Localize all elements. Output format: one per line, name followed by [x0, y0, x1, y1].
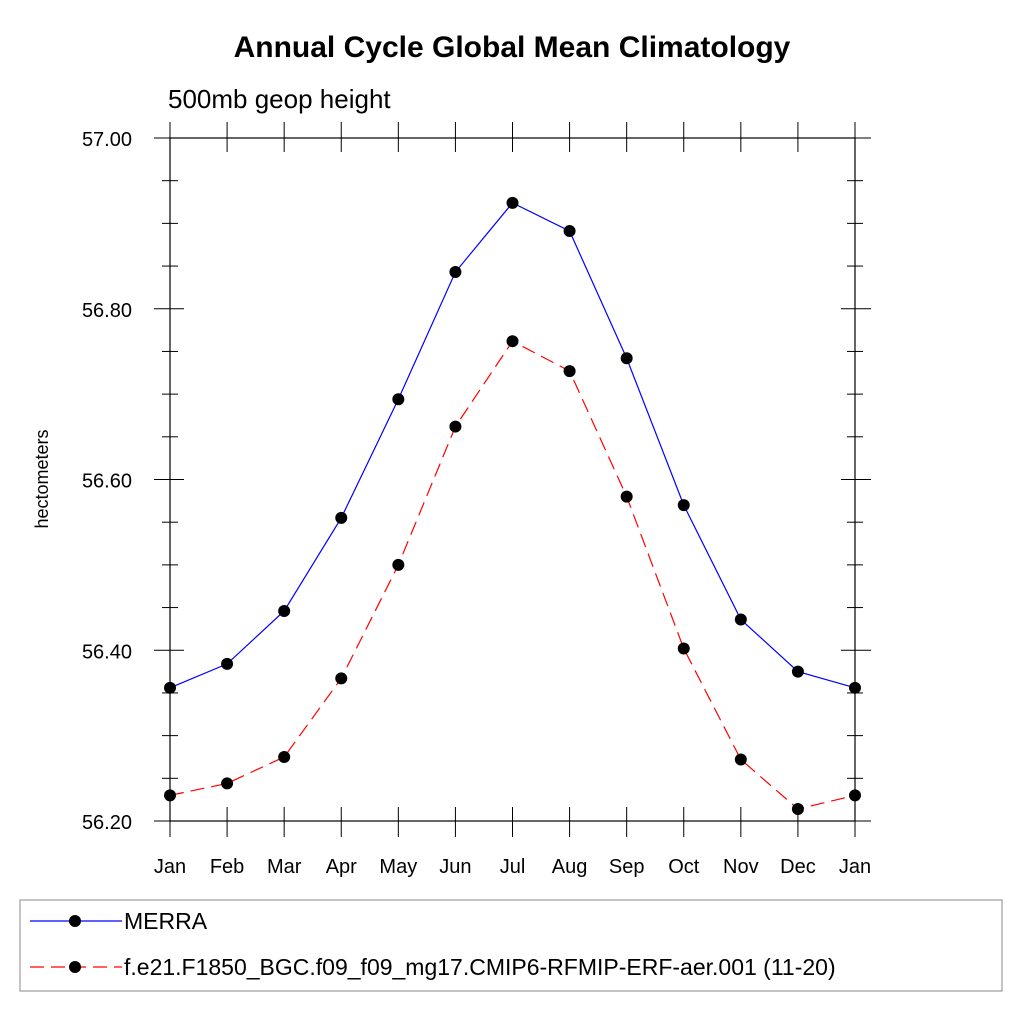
legend-entry-1: MERRA [124, 908, 208, 934]
series-1-point [734, 613, 747, 626]
series-1-point [221, 657, 234, 670]
y-tick-label: 56.20 [82, 812, 132, 834]
legend-marker-1 [69, 915, 81, 927]
x-tick-label: Apr [326, 856, 357, 878]
x-tick-label: Jan [839, 856, 871, 878]
chart-title: Annual Cycle Global Mean Climatology [234, 31, 791, 64]
x-tick-label: Jun [439, 856, 471, 878]
x-tick-label: Nov [723, 856, 759, 878]
legend-entry-2: f.e21.F1850_BGC.f09_f09_mg17.CMIP6-RFMIP… [124, 954, 836, 980]
legend-marker-2 [69, 961, 81, 973]
legend-box [19, 899, 1003, 992]
series-2-point [164, 789, 176, 802]
series-line-1 [169, 202, 856, 689]
series-2-point [791, 803, 804, 816]
x-tick-label: Aug [552, 856, 588, 878]
series-line-2 [169, 340, 856, 810]
y-tick-label: 56.80 [82, 300, 132, 322]
series-2-point [506, 335, 519, 348]
series-1-point [449, 266, 462, 279]
series-2-point [849, 789, 861, 802]
series-1-point [392, 393, 405, 406]
series-2-point [449, 420, 462, 433]
x-tick-label: Feb [210, 856, 244, 878]
series-2-point [734, 753, 747, 766]
series-1-point [506, 196, 519, 209]
x-tick-label: Jan [154, 856, 186, 878]
y-tick-label: 57.00 [82, 129, 132, 151]
series-1-point [335, 511, 348, 524]
x-tick-label: Sep [609, 856, 645, 878]
series-1-point [164, 681, 176, 694]
x-tick-label: Oct [668, 856, 700, 878]
plot-area-frame [169, 137, 856, 822]
series-1-point [563, 225, 576, 238]
y-tick-label: 56.60 [82, 471, 132, 493]
x-tick-label: Jul [500, 856, 526, 878]
x-tick-label: Mar [267, 856, 302, 878]
y-tick-label: 56.40 [82, 641, 132, 663]
series-2-point [677, 642, 690, 655]
x-tick-label: May [379, 856, 417, 878]
x-tick-label: Dec [780, 856, 816, 878]
series-1-point [278, 604, 291, 617]
series-2-point [392, 558, 405, 571]
series-2-point [221, 777, 234, 790]
series-2-point [563, 365, 576, 378]
series-1-point [677, 499, 690, 512]
series-2-point [620, 490, 633, 503]
series-1-point [620, 352, 633, 365]
series-1-point [849, 681, 861, 694]
series-1-point [791, 665, 804, 678]
series-2-point [278, 750, 291, 763]
chart-subtitle: 500mb geop height [168, 84, 391, 114]
series-2-point [335, 672, 348, 685]
y-axis-label: hectometers [32, 429, 52, 528]
